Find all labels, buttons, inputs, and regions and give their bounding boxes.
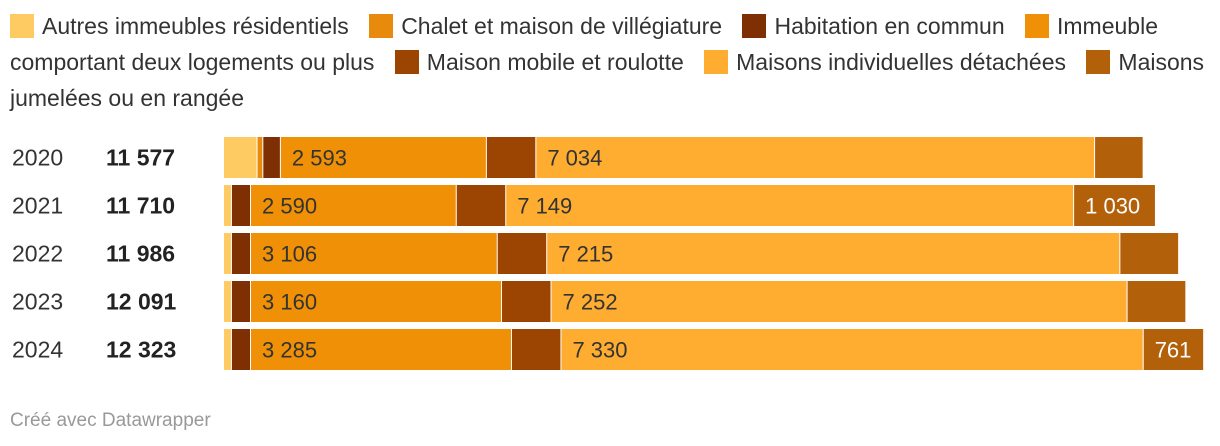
data-label: 3 106 [262, 242, 317, 267]
legend-swatch [742, 14, 767, 38]
data-label: 7 149 [517, 194, 572, 219]
total-label: 12 323 [106, 337, 176, 363]
bar-segment [561, 329, 1143, 370]
year-label: 2023 [12, 289, 63, 315]
total-label: 11 986 [106, 241, 175, 267]
bar-segment [547, 233, 1120, 274]
bar-segment [502, 281, 551, 322]
legend-item-immeuble: Immeuble comportant deux logements ou pl… [10, 13, 1158, 75]
bar-segment [456, 185, 506, 226]
footer-credit[interactable]: Créé avec Datawrapper [10, 410, 211, 431]
year-label: 2021 [12, 193, 63, 219]
legend-label: Maison mobile et roulotte [426, 49, 684, 75]
bar-segment [263, 137, 280, 178]
legend-swatch [704, 50, 729, 74]
data-label: 2 593 [292, 146, 347, 171]
data-label: 7 215 [558, 242, 613, 267]
data-label: 7 330 [572, 338, 627, 363]
bar-segment [551, 281, 1127, 322]
legend-swatch [369, 14, 394, 38]
year-label: 2020 [12, 145, 63, 171]
data-label: 1 030 [1085, 194, 1140, 219]
legend-item-jumelees: Maisons jumelées ou en rangée [10, 49, 1204, 111]
bar-segment [486, 137, 536, 178]
bar-segment [1127, 281, 1186, 322]
legend-swatch [1086, 50, 1111, 74]
bar-segment [224, 185, 231, 226]
bar-segment [231, 185, 250, 226]
bar-segment [224, 233, 231, 274]
legend-item-mobile: Maison mobile et roulotte [394, 49, 684, 75]
legend-label: Immeuble comportant deux logements ou pl… [10, 13, 1158, 75]
year-label: 2024 [12, 337, 63, 363]
year-label: 2022 [12, 241, 63, 267]
legend-item-individuelles: Maisons individuelles détachées [704, 49, 1066, 75]
legend-label: Autres immeubles résidentiels [42, 13, 349, 39]
bar-segment [251, 185, 456, 226]
bar-segment [231, 233, 250, 274]
total-label: 12 091 [106, 289, 177, 315]
bar-segment [231, 281, 250, 322]
bar-segment [251, 281, 502, 322]
data-label: 7 252 [563, 290, 618, 315]
bar-segment [1143, 329, 1204, 370]
legend-item-chalet: Chalet et maison de villégiature [369, 13, 722, 39]
data-label: 3 285 [262, 338, 317, 363]
legend-item-habitation: Habitation en commun [742, 13, 1005, 39]
total-label: 11 710 [106, 193, 175, 219]
bar-segment [1074, 185, 1155, 226]
legend-label: Maisons jumelées ou en rangée [10, 49, 1205, 111]
legend-swatch [1025, 14, 1049, 38]
bar-segment [257, 137, 263, 178]
bar-segment [224, 137, 257, 178]
legend-item-autres: Autres immeubles résidentiels [10, 13, 349, 39]
bar-segment [224, 281, 231, 322]
legend-swatch [394, 50, 419, 74]
data-label: 3 160 [262, 290, 317, 315]
bar-segment [511, 329, 561, 370]
bar-segment [536, 137, 1095, 178]
bar-segment [1120, 233, 1179, 274]
bar-segment [231, 329, 250, 370]
data-label: 2 590 [262, 194, 317, 219]
bar-segment [251, 329, 511, 370]
bar-segment [251, 233, 497, 274]
bar-segment [497, 233, 547, 274]
data-label: 761 [1155, 338, 1192, 363]
legend-label: Habitation en commun [774, 13, 1005, 39]
total-label: 11 577 [106, 145, 175, 171]
legend-label: Maisons individuelles détachées [736, 49, 1067, 75]
bar-segment [280, 137, 486, 178]
legend-swatch [10, 14, 34, 38]
legend-label: Chalet et maison de villégiature [401, 13, 723, 39]
chart-legend: Autres immeubles résidentiels Chalet et … [10, 8, 1210, 116]
data-label: 7 034 [547, 146, 602, 171]
bar-segment [506, 185, 1074, 226]
bar-segment [1095, 137, 1143, 178]
bar-segment [224, 329, 231, 370]
